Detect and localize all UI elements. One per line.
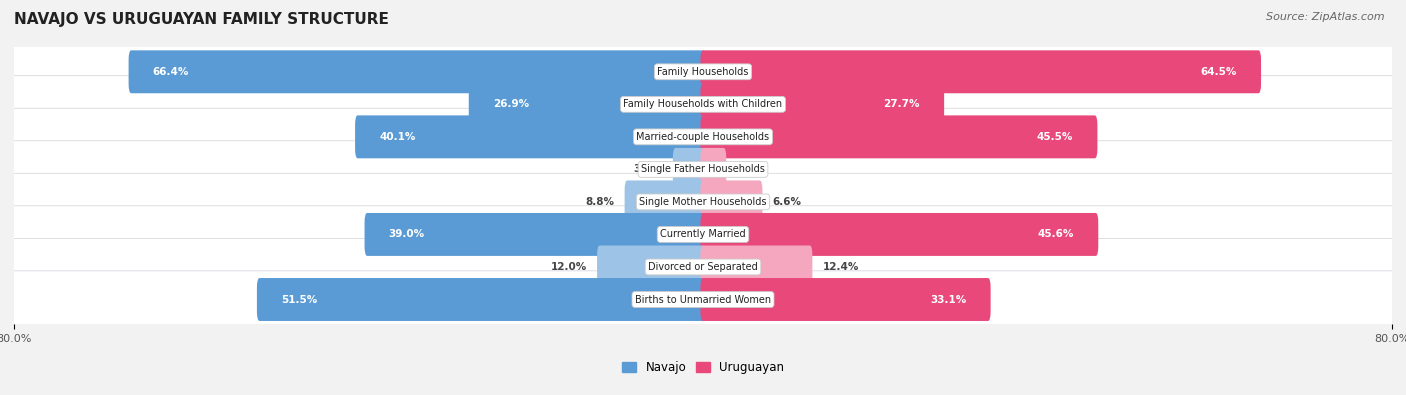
Text: Family Households with Children: Family Households with Children <box>623 99 783 109</box>
FancyBboxPatch shape <box>11 141 1395 198</box>
FancyBboxPatch shape <box>11 271 1395 328</box>
FancyBboxPatch shape <box>11 173 1395 231</box>
FancyBboxPatch shape <box>257 278 706 321</box>
FancyBboxPatch shape <box>624 181 706 224</box>
Text: 2.4%: 2.4% <box>737 164 766 174</box>
Text: 39.0%: 39.0% <box>388 229 425 239</box>
Text: 45.6%: 45.6% <box>1038 229 1074 239</box>
Text: Family Households: Family Households <box>658 67 748 77</box>
FancyBboxPatch shape <box>700 83 945 126</box>
FancyBboxPatch shape <box>11 238 1395 295</box>
FancyBboxPatch shape <box>700 213 1098 256</box>
Text: 33.1%: 33.1% <box>931 295 966 305</box>
Text: 26.9%: 26.9% <box>494 99 529 109</box>
FancyBboxPatch shape <box>128 50 706 93</box>
FancyBboxPatch shape <box>11 206 1395 263</box>
FancyBboxPatch shape <box>356 115 706 158</box>
FancyBboxPatch shape <box>700 148 727 191</box>
Legend: Navajo, Uruguayan: Navajo, Uruguayan <box>617 356 789 379</box>
FancyBboxPatch shape <box>11 43 1395 100</box>
Text: 6.6%: 6.6% <box>773 197 801 207</box>
Text: NAVAJO VS URUGUAYAN FAMILY STRUCTURE: NAVAJO VS URUGUAYAN FAMILY STRUCTURE <box>14 12 389 27</box>
FancyBboxPatch shape <box>11 76 1395 133</box>
FancyBboxPatch shape <box>11 108 1395 166</box>
Text: Currently Married: Currently Married <box>661 229 745 239</box>
Text: Single Mother Households: Single Mother Households <box>640 197 766 207</box>
FancyBboxPatch shape <box>700 50 1261 93</box>
Text: Married-couple Households: Married-couple Households <box>637 132 769 142</box>
Text: Single Father Households: Single Father Households <box>641 164 765 174</box>
Text: 51.5%: 51.5% <box>281 295 318 305</box>
Text: 66.4%: 66.4% <box>153 67 188 77</box>
FancyBboxPatch shape <box>364 213 706 256</box>
Text: 40.1%: 40.1% <box>380 132 416 142</box>
Text: Births to Unmarried Women: Births to Unmarried Women <box>636 295 770 305</box>
FancyBboxPatch shape <box>673 148 706 191</box>
Text: 45.5%: 45.5% <box>1038 132 1073 142</box>
FancyBboxPatch shape <box>700 115 1098 158</box>
FancyBboxPatch shape <box>468 83 706 126</box>
Text: Divorced or Separated: Divorced or Separated <box>648 262 758 272</box>
FancyBboxPatch shape <box>598 246 706 288</box>
Text: 12.4%: 12.4% <box>823 262 859 272</box>
FancyBboxPatch shape <box>700 181 762 224</box>
Text: 27.7%: 27.7% <box>883 99 920 109</box>
Text: 3.2%: 3.2% <box>634 164 662 174</box>
FancyBboxPatch shape <box>700 278 991 321</box>
Text: 64.5%: 64.5% <box>1201 67 1237 77</box>
FancyBboxPatch shape <box>700 246 813 288</box>
Text: 12.0%: 12.0% <box>551 262 586 272</box>
Text: Source: ZipAtlas.com: Source: ZipAtlas.com <box>1267 12 1385 22</box>
Text: 8.8%: 8.8% <box>585 197 614 207</box>
